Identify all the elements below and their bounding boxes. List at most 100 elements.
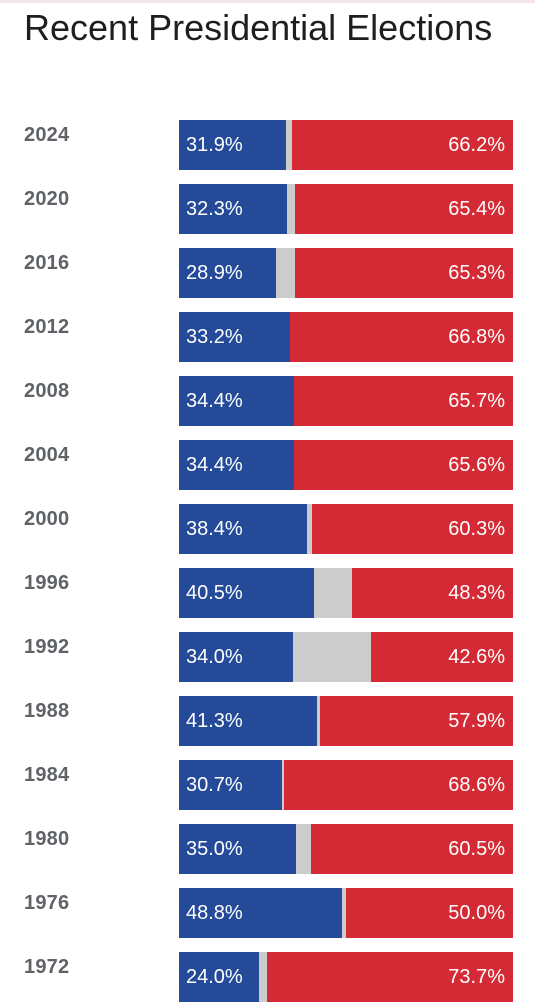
year-label: 1992 — [24, 636, 70, 658]
democrat-value-label: 30.7% — [186, 774, 243, 796]
republican-value-label: 65.4% — [448, 198, 505, 220]
democrat-bar: 35.0% — [179, 824, 296, 874]
democrat-value-label: 34.4% — [186, 390, 243, 412]
republican-bar: 42.6% — [370, 632, 513, 682]
top-strip — [0, 0, 535, 3]
republican-value-label: 66.8% — [448, 326, 505, 348]
democrat-value-label: 34.0% — [186, 646, 243, 668]
democrat-bar: 41.3% — [179, 696, 317, 746]
year-label: 2008 — [24, 380, 70, 402]
democrat-value-label: 41.3% — [186, 710, 243, 732]
year-label: 2020 — [24, 188, 70, 210]
year-label: 1996 — [24, 572, 70, 594]
republican-bar: 66.8% — [289, 312, 513, 362]
republican-bar: 68.6% — [283, 760, 513, 810]
democrat-bar: 34.4% — [179, 376, 294, 426]
stacked-bar: 34.4% 65.6% — [179, 440, 513, 490]
democrat-bar: 34.0% — [179, 632, 293, 682]
election-row-1996: 1996 40.5% 48.3% — [0, 568, 535, 618]
year-label: 1984 — [24, 764, 70, 786]
republican-bar: 60.5% — [310, 824, 513, 874]
election-row-2012: 2012 33.2% 66.8% — [0, 312, 535, 362]
stacked-bar: 41.3% 57.9% — [179, 696, 513, 746]
election-row-1976: 1976 48.8% 50.0% — [0, 888, 535, 938]
republican-bar: 50.0% — [346, 888, 513, 938]
democrat-bar: 34.4% — [179, 440, 294, 490]
republican-bar: 65.3% — [294, 248, 513, 298]
election-row-2016: 2016 28.9% 65.3% — [0, 248, 535, 298]
republican-value-label: 57.9% — [448, 710, 505, 732]
year-label: 2000 — [24, 508, 70, 530]
republican-value-label: 60.5% — [448, 838, 505, 860]
stacked-bar: 40.5% 48.3% — [179, 568, 513, 618]
republican-value-label: 65.3% — [448, 262, 505, 284]
democrat-bar: 38.4% — [179, 504, 308, 554]
democrat-value-label: 38.4% — [186, 518, 243, 540]
republican-bar: 65.6% — [293, 440, 513, 490]
democrat-value-label: 32.3% — [186, 198, 243, 220]
republican-value-label: 73.7% — [448, 966, 505, 988]
republican-bar: 57.9% — [319, 696, 513, 746]
year-label: 2024 — [24, 124, 70, 146]
republican-value-label: 60.3% — [448, 518, 505, 540]
stacked-bar: 24.0% 73.7% — [179, 952, 513, 1002]
stacked-bar: 38.4% 60.3% — [179, 504, 513, 554]
stacked-bar: 34.0% 42.6% — [179, 632, 513, 682]
election-row-1980: 1980 35.0% 60.5% — [0, 824, 535, 874]
republican-bar: 48.3% — [351, 568, 513, 618]
year-label: 2016 — [24, 252, 70, 274]
election-row-1988: 1988 41.3% 57.9% — [0, 696, 535, 746]
stacked-bar: 35.0% 60.5% — [179, 824, 513, 874]
stacked-bar: 48.8% 50.0% — [179, 888, 513, 938]
stacked-bar: 30.7% 68.6% — [179, 760, 513, 810]
republican-value-label: 50.0% — [448, 902, 505, 924]
democrat-bar: 40.5% — [179, 568, 315, 618]
republican-bar: 73.7% — [266, 952, 513, 1002]
republican-value-label: 42.6% — [448, 646, 505, 668]
republican-value-label: 66.2% — [448, 134, 505, 156]
democrat-bar: 32.3% — [179, 184, 287, 234]
election-row-2000: 2000 38.4% 60.3% — [0, 504, 535, 554]
chart-title: Recent Presidential Elections — [24, 7, 493, 48]
democrat-value-label: 28.9% — [186, 262, 243, 284]
democrat-bar: 33.2% — [179, 312, 290, 362]
year-label: 2012 — [24, 316, 70, 338]
year-label: 1976 — [24, 892, 70, 914]
year-label: 1980 — [24, 828, 70, 850]
republican-value-label: 65.7% — [448, 390, 505, 412]
democrat-bar: 31.9% — [179, 120, 286, 170]
democrat-bar: 48.8% — [179, 888, 342, 938]
republican-bar: 65.7% — [293, 376, 513, 426]
stacked-bar: 32.3% 65.4% — [179, 184, 513, 234]
election-row-2020: 2020 32.3% 65.4% — [0, 184, 535, 234]
democrat-bar: 28.9% — [179, 248, 276, 298]
democrat-value-label: 24.0% — [186, 966, 243, 988]
stacked-bar: 31.9% 66.2% — [179, 120, 513, 170]
democrat-value-label: 33.2% — [186, 326, 243, 348]
republican-bar: 66.2% — [291, 120, 513, 170]
democrat-bar: 24.0% — [179, 952, 260, 1002]
year-label: 1972 — [24, 956, 70, 978]
stacked-bar: 28.9% 65.3% — [179, 248, 513, 298]
election-row-2008: 2008 34.4% 65.7% — [0, 376, 535, 426]
democrat-value-label: 31.9% — [186, 134, 243, 156]
democrat-value-label: 48.8% — [186, 902, 243, 924]
republican-value-label: 65.6% — [448, 454, 505, 476]
stacked-bar: 34.4% 65.7% — [179, 376, 513, 426]
democrat-value-label: 40.5% — [186, 582, 243, 604]
election-row-1984: 1984 30.7% 68.6% — [0, 760, 535, 810]
republican-bar: 65.4% — [294, 184, 513, 234]
republican-bar: 60.3% — [311, 504, 513, 554]
stacked-bar: 33.2% 66.8% — [179, 312, 513, 362]
republican-value-label: 68.6% — [448, 774, 505, 796]
election-row-1972: 1972 24.0% 73.7% — [0, 952, 535, 1002]
democrat-value-label: 35.0% — [186, 838, 243, 860]
election-row-2024: 2024 31.9% 66.2% — [0, 120, 535, 170]
democrat-bar: 30.7% — [179, 760, 282, 810]
election-row-1992: 1992 34.0% 42.6% — [0, 632, 535, 682]
year-label: 2004 — [24, 444, 70, 466]
republican-value-label: 48.3% — [448, 582, 505, 604]
democrat-value-label: 34.4% — [186, 454, 243, 476]
year-label: 1988 — [24, 700, 70, 722]
